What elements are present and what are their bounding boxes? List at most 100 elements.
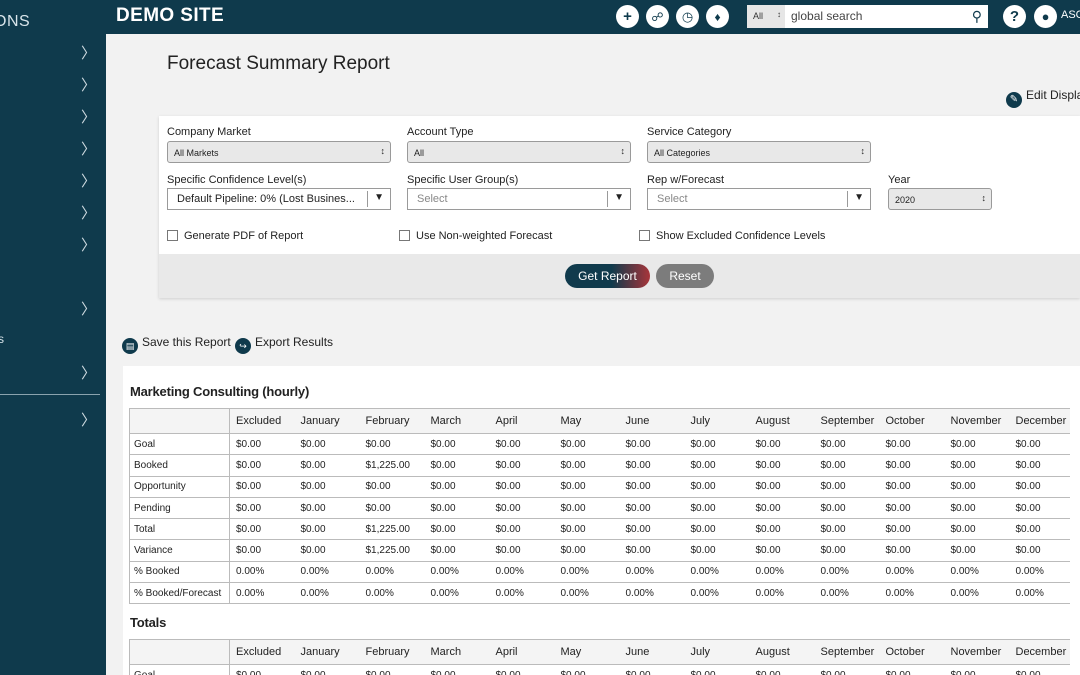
- sidebar-item-3[interactable]: 〉: [0, 102, 106, 132]
- column-header[interactable]: [129, 408, 230, 434]
- user-label[interactable]: ASC: [1061, 9, 1080, 21]
- sidebar-item-11[interactable]: 〉: [0, 405, 106, 435]
- sidebar-item-1[interactable]: 〉: [0, 38, 106, 68]
- column-header[interactable]: May: [554, 639, 620, 665]
- table-cell: 0.00%: [749, 561, 815, 584]
- table-cell: $0.00: [619, 518, 685, 541]
- column-header[interactable]: November: [944, 408, 1010, 434]
- table-cell: $0.00: [619, 433, 685, 456]
- table-cell: $0.00: [749, 664, 815, 675]
- column-header[interactable]: March: [424, 639, 490, 665]
- table-cell: $0.00: [879, 433, 945, 456]
- table-cell: 0.00%: [294, 561, 360, 584]
- help-icon[interactable]: ?: [1003, 5, 1026, 28]
- link-icon[interactable]: ☍: [646, 5, 669, 28]
- table-cell: $0.00: [229, 433, 295, 456]
- column-header[interactable]: August: [749, 639, 815, 665]
- column-header[interactable]: December: [1009, 639, 1070, 665]
- column-header[interactable]: July: [684, 408, 750, 434]
- table-cell: $0.00: [619, 454, 685, 477]
- plus-icon[interactable]: +: [616, 5, 639, 28]
- chevron-right-icon: 〉: [80, 237, 96, 254]
- search-icon[interactable]: ⚲: [971, 8, 982, 24]
- table-cell: 0.00%: [489, 561, 555, 584]
- table-cell: 0.00%: [749, 582, 815, 605]
- sidebar-item-6[interactable]: 〉: [0, 198, 106, 228]
- account-type-select[interactable]: All ↕: [407, 141, 631, 163]
- company-market-select[interactable]: All Markets ↕: [167, 141, 391, 163]
- sidebar-item-2[interactable]: 〉: [0, 70, 106, 100]
- table-cell: $0.00: [489, 433, 555, 456]
- column-header[interactable]: October: [879, 639, 945, 665]
- column-header[interactable]: May: [554, 408, 620, 434]
- table-cell: $0.00: [814, 476, 880, 498]
- table-cell: $0.00: [424, 539, 490, 562]
- column-header[interactable]: November: [944, 639, 1010, 665]
- sidebar-item-7[interactable]: 〉: [0, 230, 106, 260]
- column-header[interactable]: December: [1009, 408, 1070, 434]
- column-header[interactable]: July: [684, 639, 750, 665]
- column-header[interactable]: January: [294, 408, 360, 434]
- column-header[interactable]: September: [814, 408, 880, 434]
- pencil-icon: ✎: [1006, 92, 1022, 108]
- clock-icon[interactable]: ◷: [676, 5, 699, 28]
- column-header[interactable]: October: [879, 408, 945, 434]
- column-header[interactable]: June: [619, 639, 685, 665]
- table-cell: 0.00%: [619, 561, 685, 584]
- column-header[interactable]: April: [489, 639, 555, 665]
- sidebar-item-4[interactable]: 〉: [0, 134, 106, 164]
- save-report-button[interactable]: ▤ Save this Report: [122, 335, 231, 354]
- reset-button[interactable]: Reset: [656, 264, 714, 288]
- table-cell: $0.00: [424, 476, 490, 498]
- column-header[interactable]: [129, 639, 230, 665]
- site-title[interactable]: DEMO SITE: [116, 5, 225, 26]
- column-header[interactable]: April: [489, 408, 555, 434]
- column-header[interactable]: March: [424, 408, 490, 434]
- sidebar-item-8[interactable]: 〉: [0, 294, 106, 324]
- column-header[interactable]: September: [814, 639, 880, 665]
- column-header[interactable]: Excluded: [229, 639, 295, 665]
- sidebar-item-9[interactable]: s: [0, 326, 106, 356]
- table-cell: $1,225.00: [359, 539, 425, 562]
- save-report-label: Save this Report: [142, 335, 231, 349]
- column-header[interactable]: February: [359, 408, 425, 434]
- rep-multiselect[interactable]: Select ▼: [647, 188, 871, 210]
- service-category-select[interactable]: All Categories ↕: [647, 141, 871, 163]
- search-scope-select[interactable]: All ↕: [747, 5, 785, 28]
- table-cell: $0.00: [1009, 497, 1070, 520]
- year-select[interactable]: 2020 ↕: [888, 188, 992, 210]
- get-report-button[interactable]: Get Report: [565, 264, 650, 288]
- top-bar: DEMO SITE + ☍ ◷ ♦ All ↕ global search ⚲ ?…: [106, 0, 1080, 34]
- column-header[interactable]: Excluded: [229, 408, 295, 434]
- sidebar-item-10[interactable]: 〉: [0, 358, 106, 388]
- user-avatar-icon[interactable]: ●: [1034, 5, 1057, 28]
- generate-pdf-checkbox[interactable]: Generate PDF of Report: [167, 230, 303, 242]
- checkbox-box: [399, 230, 410, 241]
- chevron-right-icon: 〉: [80, 365, 96, 382]
- sidebar-item-5[interactable]: 〉: [0, 166, 106, 196]
- table-cell: $0.00: [684, 433, 750, 456]
- chevron-right-icon: 〉: [80, 412, 96, 429]
- select-separator: [607, 191, 608, 207]
- edit-display-button[interactable]: ✎ Edit Display: [1006, 88, 1080, 108]
- confidence-multiselect[interactable]: Default Pipeline: 0% (Lost Busines... ▼: [167, 188, 391, 210]
- column-header[interactable]: January: [294, 639, 360, 665]
- search-input[interactable]: global search: [791, 9, 863, 23]
- nonweighted-checkbox[interactable]: Use Non-weighted Forecast: [399, 230, 552, 242]
- bell-icon[interactable]: ♦: [706, 5, 729, 28]
- column-header[interactable]: August: [749, 408, 815, 434]
- column-header[interactable]: February: [359, 639, 425, 665]
- table-cell: 0.00%: [684, 561, 750, 584]
- section-title: Totals: [130, 615, 167, 630]
- export-results-button[interactable]: ↪ Export Results: [235, 335, 333, 354]
- table-cell: $0.00: [424, 454, 490, 477]
- sidebar-brand: ONS: [0, 13, 31, 30]
- table-cell: $0.00: [814, 454, 880, 477]
- user-group-multiselect[interactable]: Select ▼: [407, 188, 631, 210]
- table-cell: 0.00%: [554, 561, 620, 584]
- show-excluded-checkbox[interactable]: Show Excluded Confidence Levels: [639, 230, 825, 242]
- column-header[interactable]: June: [619, 408, 685, 434]
- table-cell: $0.00: [554, 539, 620, 562]
- chevron-right-icon: 〉: [80, 173, 96, 190]
- filter-panel: Company Market All Markets ↕ Account Type…: [159, 116, 1080, 298]
